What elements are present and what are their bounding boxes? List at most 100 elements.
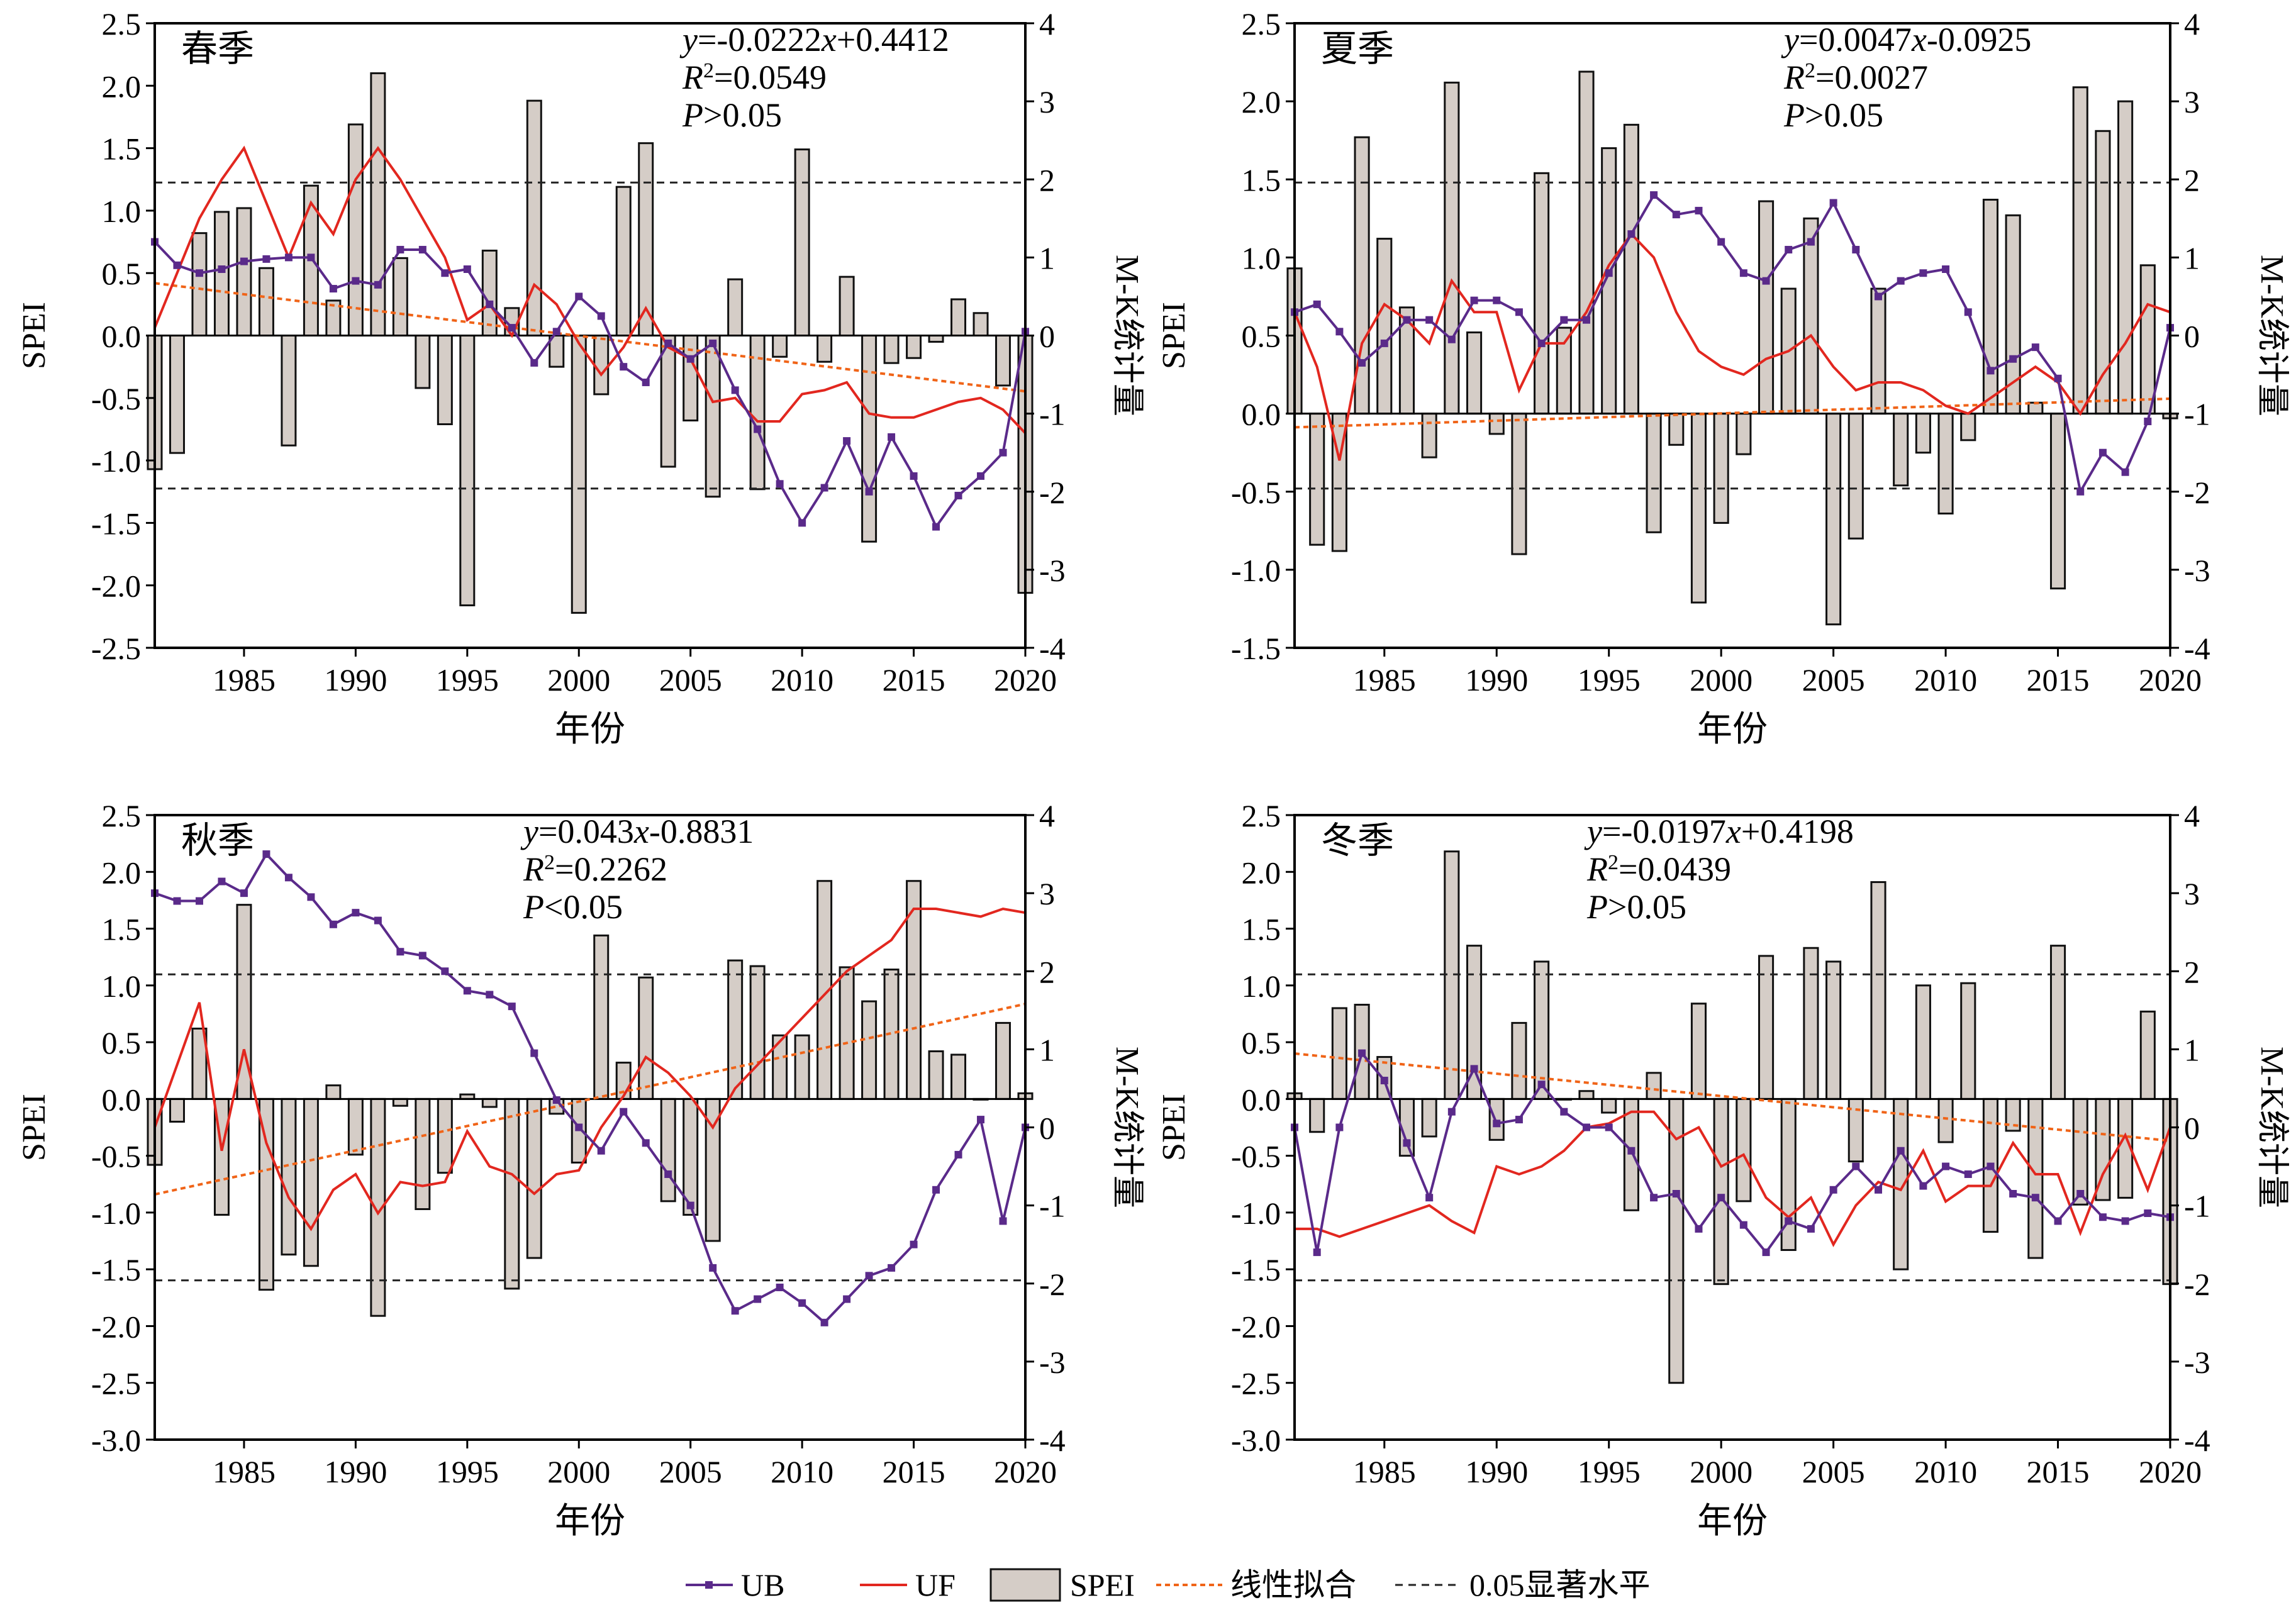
spei-bar: [1444, 81, 1460, 415]
ub-marker: [2144, 1209, 2152, 1218]
p-value: P<0.05: [523, 888, 623, 926]
x-tick-label: 1985: [213, 662, 276, 697]
ub-marker: [307, 253, 315, 262]
y2-tick-label: 2: [2184, 162, 2200, 197]
plot-area: 2.5 2.0 1.5 1.0 0.5 0.0 -0.5 -1.0 -1.5 -2.0 -2.5 -3…: [1231, 798, 2210, 1489]
spei-bar: [1893, 1097, 1909, 1270]
y2-axis-label: M-K统计量: [1109, 1047, 1145, 1208]
spei-bar: [392, 257, 408, 337]
ub-marker: [954, 1150, 962, 1159]
ub-marker: [1829, 1186, 1837, 1194]
ub-marker: [1447, 1108, 1456, 1116]
ub-marker: [1942, 265, 1950, 273]
ub-marker: [262, 255, 270, 263]
x-tick-label: 2020: [2139, 1454, 2202, 1489]
ub-marker: [218, 877, 226, 886]
legend: UB UF SPEI 线性拟合 0.05显著水平: [686, 1567, 1651, 1603]
ub-marker: [1335, 1123, 1344, 1131]
y2-axis-label: M-K统计量: [2254, 255, 2290, 416]
ub-marker: [530, 358, 538, 367]
spei-bar: [794, 1034, 810, 1100]
ub-marker: [195, 897, 203, 905]
ub-marker: [352, 277, 360, 285]
panel-spring: 2.5 2.0 1.5 1.0 0.5 0.0 -0.5 -1.0 -1.5 -2.0 -2.5 4 3…: [16, 6, 1145, 749]
ub-marker: [575, 1123, 583, 1131]
ub-marker: [754, 1295, 762, 1303]
ub-marker: [2098, 1213, 2107, 1221]
spei-bar: [839, 275, 855, 336]
y2-tick-label: -3: [1039, 553, 1066, 588]
y2-tick-label: -2: [2184, 1267, 2210, 1302]
spei-bar: [1488, 1097, 1505, 1141]
ub-marker: [1964, 1170, 1972, 1178]
y2-tick-label: -3: [2184, 553, 2210, 588]
ub-marker: [1583, 316, 1590, 324]
ub-marker: [441, 269, 449, 277]
ub-marker: [865, 487, 873, 496]
uf-line: [1295, 1110, 2171, 1247]
ub-marker: [530, 1049, 538, 1057]
spei-bar: [705, 335, 721, 498]
spei-bar: [169, 1097, 185, 1123]
panel-title: 冬季: [1321, 820, 1394, 861]
ub-marker: [1672, 211, 1680, 219]
spei-bar: [1309, 413, 1325, 546]
ub-marker: [1470, 296, 1478, 304]
spei-bar: [191, 232, 208, 337]
legend-ub-marker: [705, 1581, 713, 1589]
ub-marker: [686, 355, 694, 363]
ub-marker: [508, 324, 516, 332]
ub-marker: [1829, 199, 1837, 207]
y-tick-label: 2.0: [102, 855, 142, 890]
uf-line: [153, 145, 1027, 435]
x-tick-label: 2000: [547, 1454, 610, 1489]
y-tick-label: 1.0: [1242, 240, 1281, 275]
spei-bar: [1646, 413, 1662, 533]
spei-bar: [950, 1053, 967, 1100]
ub-marker: [686, 1201, 694, 1209]
y-tick-label: 1.5: [1242, 162, 1281, 197]
ub-marker: [1695, 206, 1703, 214]
y2-axis-label: M-K统计量: [1109, 255, 1145, 416]
x-tick-label: 1985: [1353, 662, 1416, 697]
x-tick-label: 1995: [436, 662, 499, 697]
spei-bar: [1309, 1097, 1325, 1133]
ub-marker: [1313, 300, 1321, 308]
ub-marker: [552, 328, 560, 336]
x-tick-label: 2005: [1802, 662, 1865, 697]
y-tick-label: 0.0: [102, 319, 142, 354]
y-tick-label: 2.5: [1242, 6, 1281, 42]
spei-bar: [437, 335, 453, 426]
spei-bar: [1982, 199, 1999, 415]
ub-marker: [441, 967, 449, 975]
y-tick-label: 0.0: [102, 1082, 142, 1117]
spei-bar: [1847, 413, 1864, 540]
ub-marker: [284, 253, 293, 262]
plot-area: 2.5 2.0 1.5 1.0 0.5 0.0 -0.5 -1.0 -1.5 -2.0 -2.5 -3…: [91, 798, 1066, 1489]
y2-tick-label: 0: [2184, 1111, 2200, 1146]
ub-marker: [352, 909, 360, 917]
x-tick-label: 1990: [1465, 1454, 1528, 1489]
spei-bar: [615, 186, 632, 336]
y-tick-label: 1.0: [102, 969, 142, 1004]
y2-tick-label: 1: [1039, 240, 1055, 275]
legend-label: UF: [915, 1567, 956, 1603]
ub-marker: [1717, 238, 1725, 246]
ub-marker: [552, 1096, 560, 1104]
legend-label: UB: [741, 1567, 784, 1603]
x-tick-label: 2000: [1690, 1454, 1753, 1489]
ub-marker: [1358, 1049, 1366, 1057]
spei-bar: [1758, 955, 1775, 1100]
spei-bar: [1556, 326, 1572, 415]
ub-marker: [1650, 191, 1658, 199]
ub-marker: [2098, 448, 2107, 457]
ub-marker: [1739, 1221, 1747, 1229]
ub-marker: [1852, 1162, 1860, 1170]
ub-marker: [798, 519, 806, 527]
y2-tick-label: 3: [1039, 84, 1055, 119]
spei-bar: [1960, 982, 1976, 1100]
y-tick-label: -1.5: [1231, 631, 1281, 666]
y2-tick-label: 1: [1039, 1032, 1055, 1067]
ub-marker: [888, 1264, 896, 1272]
ub-marker: [284, 874, 293, 882]
